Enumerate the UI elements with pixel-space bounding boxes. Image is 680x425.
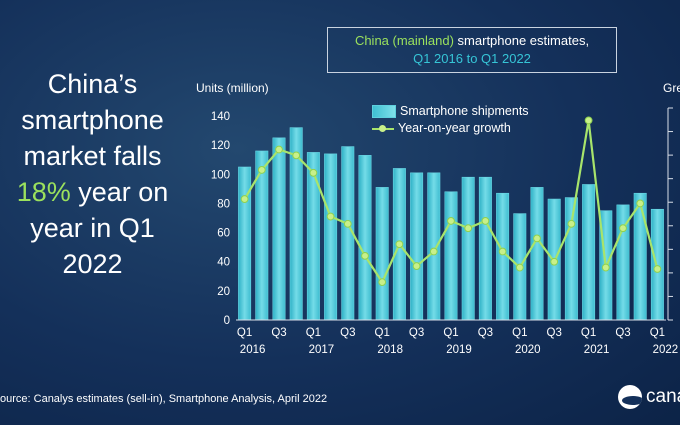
x-tick-label: Q1 bbox=[650, 327, 665, 339]
x-tick-label: Q1 bbox=[512, 327, 527, 339]
shipment-bar bbox=[358, 155, 372, 321]
headline-line-3: market falls bbox=[23, 141, 162, 171]
shipment-bar bbox=[427, 172, 441, 321]
legend-line-swatch bbox=[372, 123, 394, 134]
x-tick-label: Q3 bbox=[409, 327, 424, 339]
legend-label-shipments: Smartphone shipments bbox=[400, 104, 529, 118]
growth-point bbox=[533, 234, 541, 243]
growth-point bbox=[515, 263, 524, 272]
y-tick-label: 40 bbox=[217, 257, 230, 269]
x-year-label: 2017 bbox=[309, 344, 335, 356]
headline: China’s smartphone market falls 18% year… bbox=[0, 66, 185, 282]
x-year-label: 2016 bbox=[240, 344, 266, 356]
y-axis-label: Units (million) bbox=[196, 81, 269, 95]
y-tick-label: 80 bbox=[217, 198, 230, 210]
growth-point bbox=[619, 224, 627, 233]
growth-point bbox=[378, 278, 387, 287]
shipment-bar bbox=[530, 187, 544, 321]
growth-point bbox=[601, 263, 610, 272]
shipment-bar bbox=[306, 152, 320, 321]
x-tick-label: Q1 bbox=[306, 327, 321, 339]
headline-line-1: China’s bbox=[47, 69, 138, 99]
x-year-label: 2019 bbox=[446, 344, 472, 356]
growth-line-series bbox=[240, 116, 662, 287]
headline-line-5: year in Q1 bbox=[30, 213, 155, 243]
growth-point bbox=[447, 217, 455, 225]
growth-point bbox=[567, 219, 576, 228]
headline-highlight: 18% bbox=[16, 177, 71, 207]
x-year-label: 2022 bbox=[653, 344, 679, 356]
growth-point bbox=[361, 251, 369, 260]
y-tick-label: 20 bbox=[217, 286, 230, 298]
x-tick-label: Q1 bbox=[581, 327, 596, 339]
headline-line-6: 2022 bbox=[62, 249, 123, 279]
shipment-bar bbox=[582, 184, 596, 321]
x-year-label: 2020 bbox=[515, 344, 541, 356]
headline-line-4: 18% year on bbox=[0, 174, 185, 210]
growth-point bbox=[257, 166, 266, 174]
growth-point bbox=[653, 265, 662, 273]
x-tick-label: Q3 bbox=[547, 327, 562, 339]
brand-logo: canal bbox=[618, 385, 680, 409]
legend-item-shipments: Smartphone shipments bbox=[372, 103, 529, 120]
shipment-bar bbox=[633, 192, 647, 321]
source-note: ource: Canalys estimates (sell-in), Smar… bbox=[0, 393, 328, 405]
y-tick-label: 100 bbox=[211, 169, 230, 181]
growth-point bbox=[550, 257, 559, 266]
x-tick-label: Q1 bbox=[237, 327, 252, 339]
x-tick-label: Q3 bbox=[340, 327, 355, 339]
growth-point bbox=[464, 224, 473, 233]
x-tick-label: Q3 bbox=[478, 327, 493, 339]
y-tick-label: 0 bbox=[224, 315, 230, 327]
shipment-bar bbox=[324, 153, 338, 321]
legend-bar-swatch bbox=[372, 105, 396, 118]
bar-series bbox=[238, 127, 664, 321]
growth-point bbox=[498, 247, 507, 256]
shipment-bar bbox=[461, 176, 475, 321]
chart-legend: Smartphone shipments Year-on-year growth bbox=[372, 103, 529, 137]
growth-point bbox=[584, 116, 593, 125]
growth-point bbox=[395, 240, 404, 249]
canalys-logo-icon bbox=[618, 385, 642, 409]
x-tick-label: Q3 bbox=[615, 327, 630, 339]
chart-title: China (mainland) smartphone estimates, Q… bbox=[327, 27, 617, 73]
growth-point bbox=[343, 219, 352, 228]
x-axis: Q1 2016 Q3 Q1 2017 Q3 Q1 2018 Q3 Q1 2019 Q3 Q1 2020 Q3… bbox=[236, 319, 679, 356]
growth-point bbox=[292, 151, 301, 160]
shipment-bar bbox=[375, 187, 389, 321]
shipment-bar bbox=[650, 208, 664, 321]
legend-item-growth: Year-on-year growth bbox=[372, 120, 529, 137]
chart-title-region: China (mainland) bbox=[354, 33, 454, 48]
growth-point bbox=[275, 145, 283, 154]
x-tick-label: Q1 bbox=[375, 327, 390, 339]
brand-name: canal bbox=[646, 386, 680, 407]
y-tick-label: 60 bbox=[217, 228, 230, 240]
shipment-bar bbox=[564, 197, 578, 321]
y-axis: 0 20 40 60 80 100 120 140 bbox=[211, 111, 230, 327]
headline-line-4-rest: year on bbox=[70, 177, 169, 207]
shipment-bar bbox=[272, 137, 286, 321]
growth-point bbox=[429, 247, 438, 256]
x-tick-label: Q1 bbox=[443, 327, 458, 339]
x-year-label: 2021 bbox=[584, 344, 610, 356]
growth-point bbox=[412, 262, 421, 270]
shipment-bar bbox=[444, 191, 458, 321]
chart-title-main: smartphone estimates, bbox=[453, 33, 590, 48]
shipment-bar bbox=[410, 172, 424, 321]
growth-point bbox=[636, 199, 645, 208]
y-tick-label: 120 bbox=[211, 140, 230, 152]
x-year-label: 2018 bbox=[377, 344, 403, 356]
growth-point bbox=[481, 217, 490, 225]
growth-point bbox=[240, 195, 249, 203]
growth-point bbox=[326, 212, 335, 221]
growth-point bbox=[309, 168, 318, 177]
headline-line-2: smartphone bbox=[21, 105, 164, 135]
y-tick-label: 140 bbox=[211, 111, 230, 123]
legend-label-growth: Year-on-year growth bbox=[398, 121, 511, 135]
chart-title-period: Q1 2016 to Q1 2022 bbox=[413, 51, 531, 66]
shipment-bar bbox=[478, 176, 492, 321]
x-tick-label: Q3 bbox=[271, 327, 286, 339]
secondary-y-axis-label: Gre bbox=[663, 81, 680, 95]
